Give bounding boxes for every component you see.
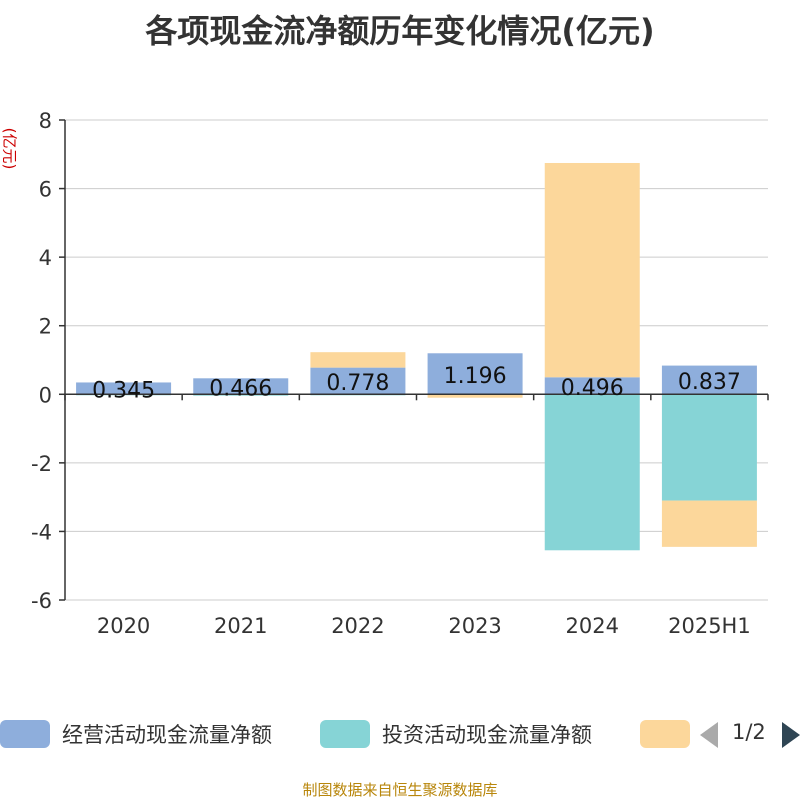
x-category-label: 2021 [214,614,267,638]
bar-investing [544,394,640,551]
legend-pager: 1/2 [700,716,800,752]
y-tick-label: -2 [31,452,52,476]
data-label: 0.345 [92,378,155,403]
bar-financing [427,394,523,398]
legend-label-operating: 经营活动现金流量净额 [62,723,272,747]
legend-item-operating[interactable]: 经营活动现金流量净额 [0,716,272,752]
legend-next-page-icon[interactable] [782,722,800,748]
legend-page-indicator: 1/2 [732,720,766,744]
bar-financing [544,162,640,378]
y-tick-label: -6 [31,589,52,613]
legend-item-investing[interactable]: 投资活动现金流量净额 [320,716,592,752]
bar-operating [661,365,757,395]
y-tick-label: -4 [31,520,52,544]
x-category-label: 2022 [331,614,384,638]
x-category-label: 2024 [566,614,619,638]
legend: 经营活动现金流量净额 投资活动现金流量净额 1/2 [0,716,800,752]
data-label: 0.778 [326,371,389,396]
data-label: 0.496 [561,376,624,401]
data-label: 0.466 [209,376,272,401]
legend-swatch-operating [0,720,50,748]
legend-label-investing: 投资活动现金流量净额 [382,723,592,747]
bar-operating [193,378,289,395]
chart-canvas: -6 -4 -2 0 2 4 6 8 0.345 0.466 0.778 1.196 0.496 0.83… [31,109,769,638]
bar-investing [661,394,757,501]
data-label: 1.196 [444,364,507,389]
x-category-label: 2025H1 [668,614,751,638]
x-category-label: 2023 [448,614,501,638]
bar-operating [76,382,172,395]
data-source-footer: 制图数据来自恒生聚源数据库 [302,781,498,799]
bar-financing [310,352,406,368]
bar-financing [661,500,757,547]
legend-swatch-financing [640,720,690,748]
bar-operating [310,367,406,395]
legend-prev-page-icon[interactable] [700,722,718,748]
legend-swatch-investing [320,720,370,748]
chart-title: 各项现金流净额历年变化情况(亿元) [145,12,655,50]
legend-item-financing[interactable] [640,716,690,752]
y-tick-label: 4 [39,246,52,270]
y-tick-label: 2 [39,315,52,339]
bar-operating [544,377,640,395]
x-category-label: 2020 [97,614,150,638]
data-label: 0.837 [678,370,741,395]
y-tick-label: 6 [39,178,52,202]
y-tick-label: 8 [39,109,52,133]
y-tick-label: 0 [39,383,52,407]
bar-operating [427,353,523,395]
